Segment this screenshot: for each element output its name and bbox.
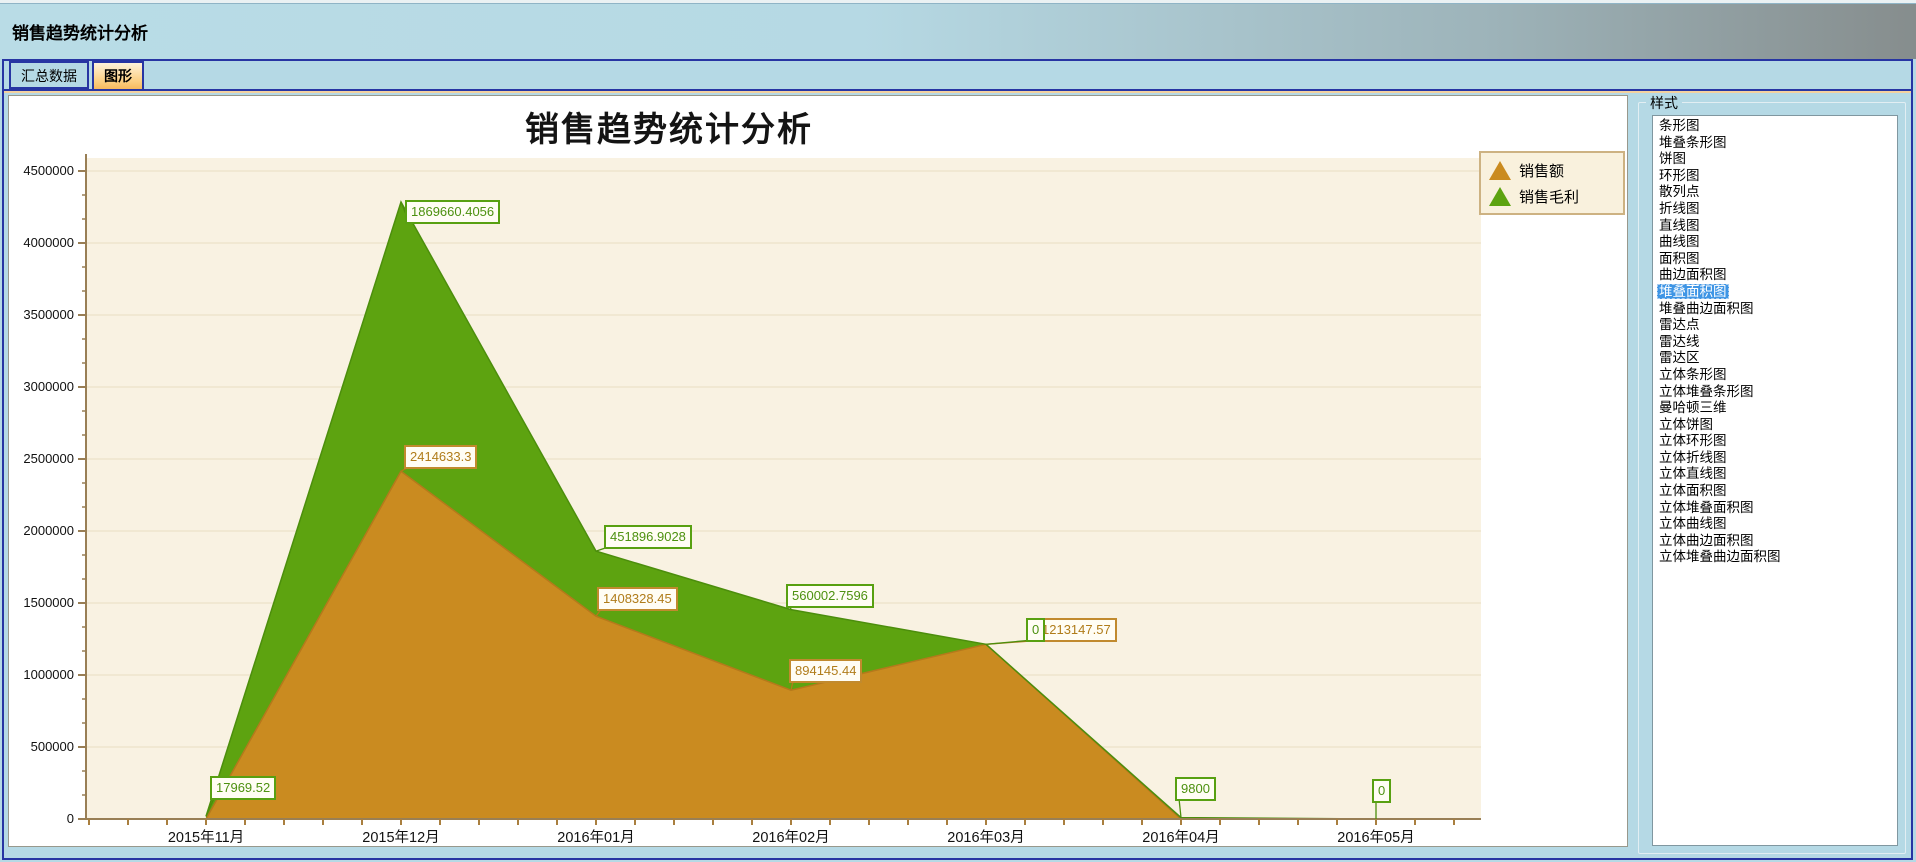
list-item[interactable]: 条形图	[1659, 118, 1700, 133]
list-item[interactable]: 环形图	[1659, 167, 1700, 183]
gross-profit-triangle-icon	[1489, 187, 1511, 206]
list-item[interactable]: 堆叠条形图	[1659, 134, 1727, 150]
list-item[interactable]: 立体直线图	[1659, 466, 1727, 482]
x-axis-label: 2016年05月	[1337, 829, 1414, 846]
list-item[interactable]: 立体堆叠曲边面积图	[1659, 549, 1781, 565]
legend-item-gross-profit: 销售毛利	[1489, 186, 1615, 207]
label-callout-line	[985, 639, 1031, 645]
list-item[interactable]: 雷达线	[1659, 333, 1700, 349]
tab-summary-data[interactable]: 汇总数据	[9, 61, 89, 89]
label-callout-line	[1178, 798, 1182, 818]
tab-page-accent	[4, 91, 1911, 93]
list-item[interactable]: 曲线图	[1659, 234, 1700, 250]
x-axis-label: 2015年12月	[362, 829, 439, 846]
list-item[interactable]: 面积图	[1659, 250, 1700, 266]
window-titlebar: 销售趋势统计分析	[0, 3, 1916, 59]
trend-area-chart: 0 500000 1000000 1500000 2000000 2500000 30000…	[23, 154, 1481, 846]
y-axis-tick-label: 2000000	[23, 523, 74, 538]
tab-graph[interactable]: 图形	[92, 61, 144, 91]
x-axis-label: 2016年03月	[947, 829, 1024, 846]
data-label: 2414633.3	[404, 445, 478, 470]
chart-title: 销售趋势统计分析	[525, 112, 813, 149]
chart-panel: 0 500000 1000000 1500000 2000000 2500000 30000…	[8, 95, 1628, 847]
list-item[interactable]: 散列点	[1659, 184, 1700, 200]
list-item[interactable]: 立体堆叠面积图	[1659, 499, 1754, 515]
y-axis-tick-label: 3500000	[23, 307, 74, 322]
y-axis-tick-label: 4500000	[23, 163, 74, 178]
y-axis-tick-label: 1000000	[23, 667, 74, 682]
x-axis-label: 2016年02月	[752, 829, 829, 846]
y-axis-tick-label: 4000000	[23, 235, 74, 250]
y-axis-tick-label: 2500000	[23, 451, 74, 466]
x-axis-label: 2016年04月	[1142, 829, 1219, 846]
axes	[78, 154, 1481, 825]
list-item[interactable]: 立体饼图	[1659, 416, 1713, 432]
legend-item-sales: 销售额	[1489, 160, 1615, 181]
list-item[interactable]: 立体折线图	[1659, 449, 1727, 465]
sales-triangle-icon	[1489, 161, 1511, 180]
legend-label: 销售毛利	[1519, 189, 1580, 206]
list-item[interactable]: 立体曲线图	[1659, 516, 1727, 532]
data-label: 451896.9028	[604, 525, 692, 550]
chart-legend: 销售额 销售毛利	[1479, 151, 1625, 215]
x-axis-label: 2015年11月	[168, 829, 244, 846]
list-item[interactable]: 直线图	[1659, 217, 1700, 233]
list-item[interactable]: 雷达区	[1659, 350, 1700, 366]
label-callout-line	[205, 798, 215, 817]
list-item[interactable]: 曲边面积图	[1659, 267, 1727, 283]
data-label: 9800	[1175, 776, 1216, 801]
data-label: 1213147.57	[1036, 618, 1117, 643]
list-item[interactable]: 立体堆叠条形图	[1659, 383, 1754, 399]
list-item[interactable]: 立体曲边面积图	[1659, 532, 1754, 548]
data-label: 560002.7596	[786, 583, 874, 608]
y-axis-tick-label: 3000000	[23, 379, 74, 394]
data-label: 894145.44	[789, 659, 863, 684]
style-listbox[interactable]: 条形图 堆叠条形图 饼图 环形图 散列点 折线图 直线图 曲线图 面积图 曲边面积图 堆叠面积图 堆叠…	[1652, 115, 1898, 846]
list-item[interactable]: 曼哈顿三维	[1659, 400, 1727, 416]
list-item[interactable]: 饼图	[1659, 151, 1686, 167]
list-item[interactable]: 立体面积图	[1659, 483, 1727, 499]
data-label: 1408328.45	[597, 587, 678, 612]
y-axis-tick-label: 1500000	[23, 595, 74, 610]
tab-bar: 汇总数据 图形	[4, 61, 1911, 91]
list-item[interactable]: 雷达点	[1659, 317, 1700, 333]
data-label: 0	[1026, 618, 1046, 643]
main-frame: 汇总数据 图形 0 500000 1000000 1500000 2000000 2500…	[2, 59, 1913, 860]
style-groupbox-border	[1638, 102, 1906, 854]
list-item[interactable]: 立体条形图	[1659, 366, 1727, 382]
window-top-strip	[0, 0, 1916, 3]
graph-tab-page: 0 500000 1000000 1500000 2000000 2500000 30000…	[4, 89, 1911, 858]
y-axis-tick-label: 0	[67, 811, 74, 826]
list-item[interactable]: 堆叠面积图	[1657, 283, 1729, 299]
y-axis-tick-label: 500000	[31, 739, 74, 754]
list-item[interactable]: 立体环形图	[1659, 433, 1727, 449]
list-item[interactable]: 折线图	[1659, 200, 1700, 216]
list-item[interactable]: 堆叠曲边面积图	[1659, 300, 1754, 316]
style-groupbox-title: 样式	[1646, 93, 1682, 113]
data-label: 1869660.4056	[405, 200, 501, 225]
legend-label: 销售额	[1519, 163, 1565, 180]
data-label: 0	[1372, 779, 1392, 803]
style-groupbox: 样式 条形图 堆叠条形图 饼图 环形图 散列点 折线图 直线图 曲线图 面积图 曲边面积图 堆叠面积…	[1638, 93, 1906, 854]
window-title: 销售趋势统计分析	[12, 24, 148, 43]
x-axis-label: 2016年01月	[557, 829, 634, 846]
data-label: 17969.52	[210, 776, 277, 801]
